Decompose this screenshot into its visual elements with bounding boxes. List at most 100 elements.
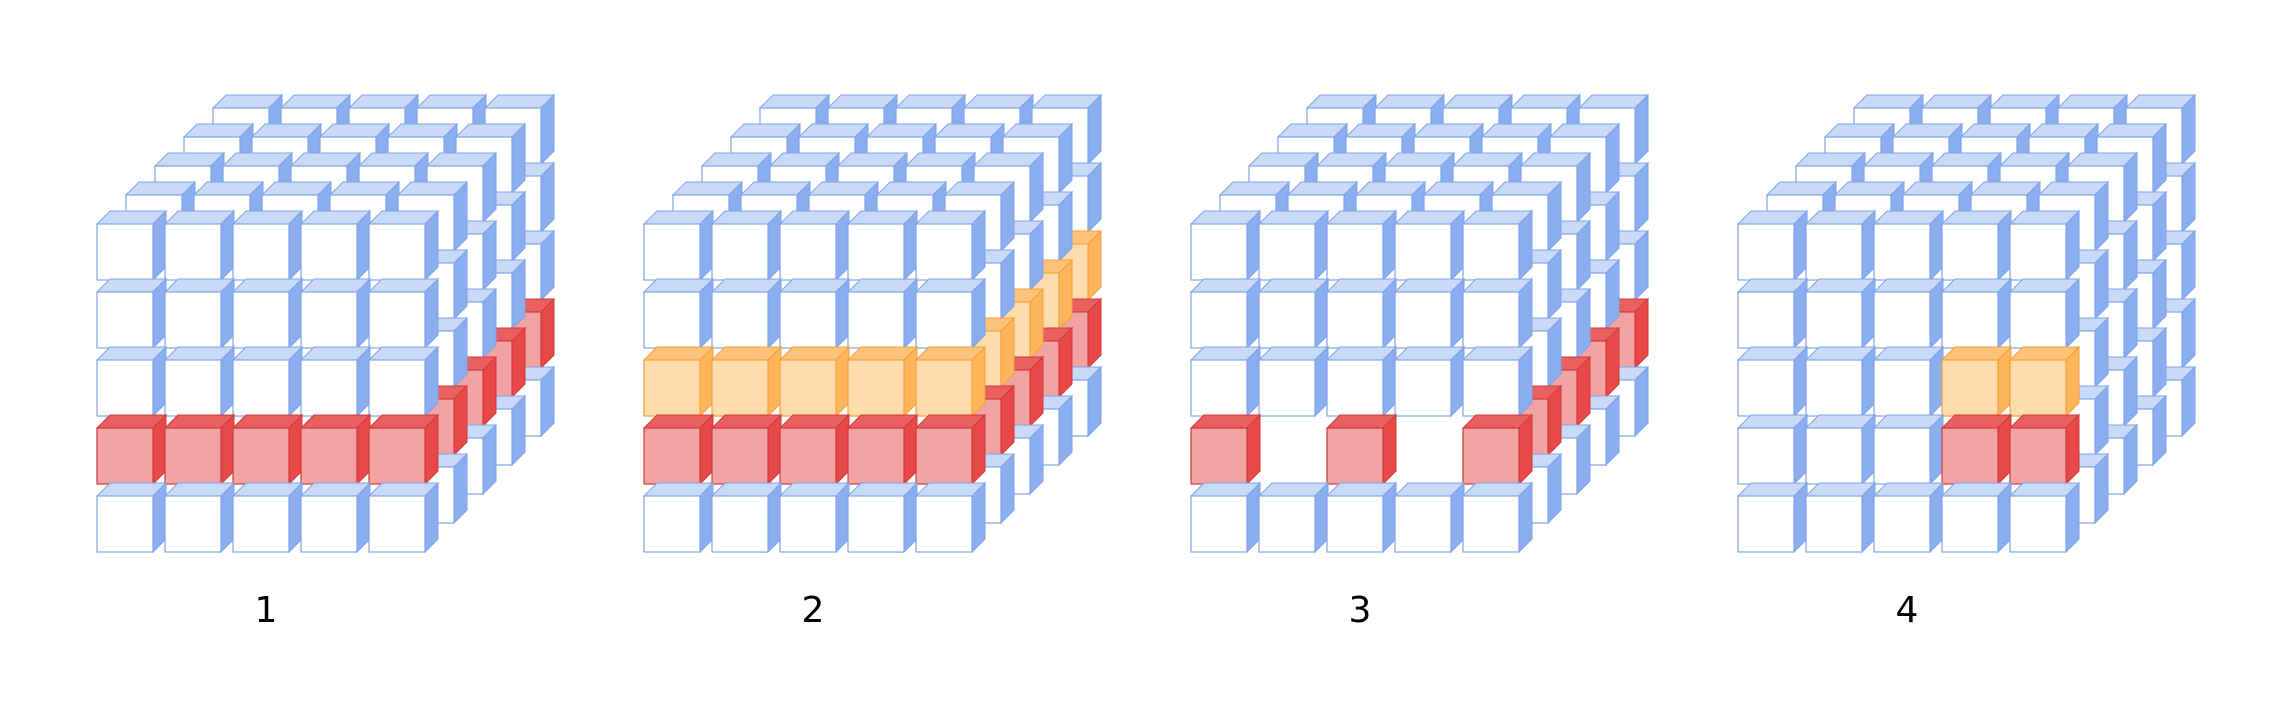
cube-front-face [1805,495,1863,553]
cube-side-face [2152,122,2167,195]
cube-front-face [779,427,837,485]
cube-side-face [2123,355,2138,428]
cube-front-face [643,427,701,485]
cube-front-face [847,495,905,553]
cube [1461,277,1534,350]
panel-label: 1 [255,590,278,631]
cube [778,209,851,282]
cube-front-face [1190,495,1248,553]
cube-side-face [453,452,468,525]
cube-side-face [1997,413,2012,486]
cube-side-face [2065,277,2080,350]
cube-side-face [511,394,526,467]
cube-front-face [300,359,358,417]
cube-side-face [767,345,782,418]
cube-front-face [1873,495,1931,553]
cube-side-face [1547,180,1562,253]
cube-front-face [1737,223,1795,281]
cube [367,345,440,418]
cube [2008,209,2081,282]
cube-side-face [767,277,782,350]
cube-side-face [1246,345,1261,418]
cube-front-face [1258,223,1316,281]
cube-side-face [1087,161,1102,234]
cube-side-face [903,481,918,554]
cube-side-face [1450,481,1465,554]
cube [1872,277,1945,350]
cube-side-face [2123,287,2138,360]
cube [1393,345,1466,418]
cube [163,277,236,350]
cube-side-face [2181,229,2196,302]
cube-side-face [220,413,235,486]
cube-side-face [511,258,526,331]
cube-side-face [540,93,555,166]
cube [1940,277,2013,350]
cube [914,345,987,418]
cube-side-face [152,345,167,418]
cube [299,481,372,554]
cube-side-face [453,180,468,253]
cube-side-face [356,209,371,282]
cube-side-face [1450,209,1465,282]
cube-side-face [453,248,468,321]
cube [642,413,715,486]
cube-side-face [1382,481,1397,554]
cube [1872,413,1945,486]
cube-side-face [971,413,986,486]
cube-side-face [1997,209,2012,282]
cube-side-face [1605,122,1620,195]
cube-front-face [1190,359,1248,417]
cube-front-face [847,223,905,281]
cube-front-face [1805,359,1863,417]
cube-side-face [482,355,497,428]
cube-front-face [1462,427,1520,485]
cube-side-face [971,345,986,418]
cube [1736,481,1809,554]
cube-side-face [1547,384,1562,457]
cube-front-face [368,223,426,281]
cube-front-face [300,223,358,281]
cube-front-face [232,223,290,281]
cube [846,209,919,282]
cube-front-face [164,223,222,281]
cube [1189,277,1262,350]
cube-side-face [1029,219,1044,292]
cube-side-face [1058,122,1073,195]
cube-side-face [1000,248,1015,321]
cube-side-face [1314,277,1329,350]
cube [2008,277,2081,350]
cube-front-face [779,223,837,281]
cube-front-face [711,291,769,349]
cube [1872,345,1945,418]
cube-front-face [915,495,973,553]
cube-side-face [356,277,371,350]
cube-side-face [1929,277,1944,350]
cube-side-face [835,481,850,554]
panel-label: 4 [1896,590,1919,631]
cube-front-face [1258,359,1316,417]
cube [846,277,919,350]
cube [1257,277,1330,350]
cube-side-face [152,209,167,282]
cube-front-face [779,495,837,553]
cube-side-face [1997,277,2012,350]
cube-front-face [232,495,290,553]
cube [1940,345,2013,418]
cube [1393,481,1466,554]
cube-front-face [2009,291,2067,349]
cube-front-face [1394,495,1452,553]
cube-front-face [300,427,358,485]
cube [1189,345,1262,418]
cube-side-face [356,481,371,554]
cube [95,277,168,350]
cube-front-face [1873,359,1931,417]
cube-side-face [511,326,526,399]
cube [95,481,168,554]
cube-front-face [1326,359,1384,417]
cube [914,481,987,554]
cube [163,209,236,282]
cube-side-face [1997,345,2012,418]
cube-side-face [482,423,497,496]
